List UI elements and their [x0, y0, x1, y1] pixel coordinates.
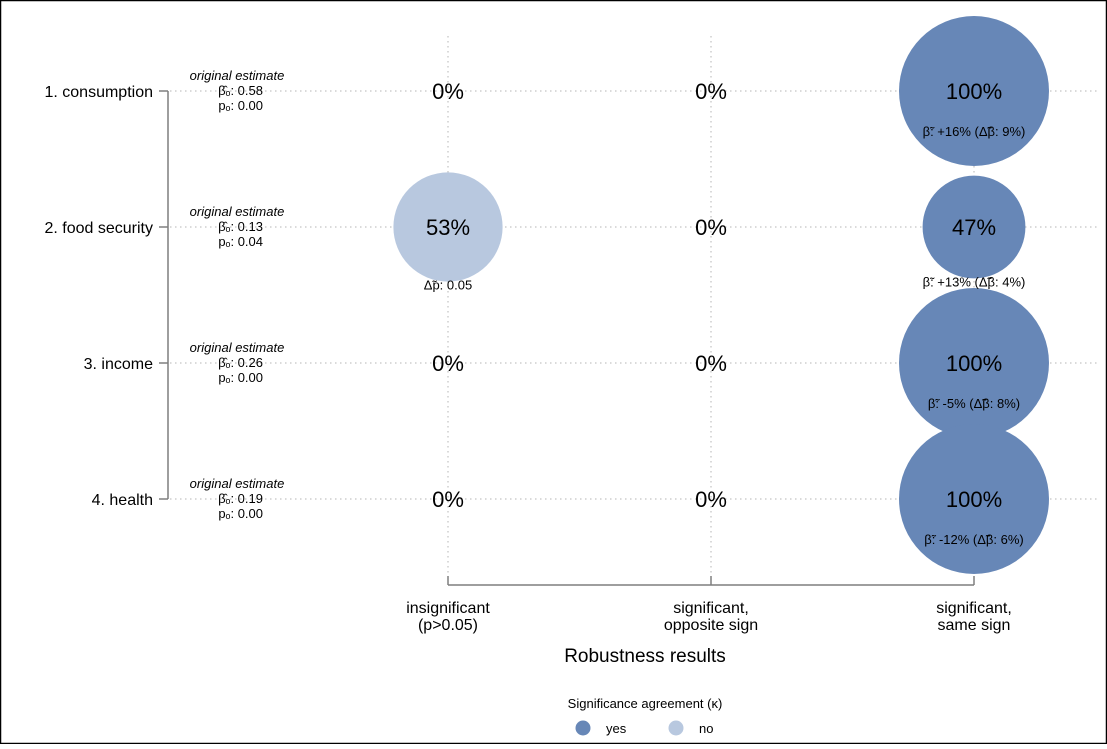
cell-percent-label: 0%: [695, 215, 727, 240]
original-beta: β̂ₒ: 0.13: [218, 219, 263, 234]
cell-sub-label: Δ̃p: 0.05: [424, 278, 472, 293]
original-beta: β̂ₒ: 0.19: [218, 491, 263, 506]
bubble-yes: [899, 16, 1049, 166]
x-tick-label: insignificant: [406, 600, 490, 617]
original-beta: β̂ₒ: 0.58: [218, 83, 263, 98]
original-estimate-title: original estimate: [190, 68, 285, 83]
cell-percent-label: 0%: [695, 351, 727, 376]
cell-sub-label: β̃: +13% (Δ̃β: 4%): [923, 274, 1026, 289]
original-estimate-title: original estimate: [190, 340, 285, 355]
legend-label: no: [699, 721, 713, 736]
cell-sub-label: β̃: -12% (Δ̃β: 6%): [924, 532, 1024, 547]
bubble-yes: [922, 175, 1026, 279]
cell-percent-label: 0%: [432, 79, 464, 104]
legend-label: yes: [606, 721, 627, 736]
cell-sub-label: β̃: +16% (Δ̃β: 9%): [923, 124, 1026, 139]
bubble-no: [393, 172, 503, 282]
original-p: pₒ: 0.00: [218, 98, 263, 113]
legend-swatch-yes: [575, 720, 591, 736]
legend-swatch-no: [668, 720, 684, 736]
cell-percent-label: 100%: [946, 487, 1002, 512]
cell-percent-label: 53%: [426, 215, 470, 240]
cell-percent-label: 100%: [946, 79, 1002, 104]
x-tick-label: (p>0.05): [418, 617, 478, 634]
x-tick-label: significant,: [936, 600, 1012, 617]
cell-percent-label: 47%: [952, 215, 996, 240]
y-tick-label: 2. food security: [45, 220, 154, 237]
original-p: pₒ: 0.00: [218, 506, 263, 521]
original-p: pₒ: 0.00: [218, 370, 263, 385]
cell-percent-label: 0%: [432, 351, 464, 376]
x-tick-label: opposite sign: [664, 617, 758, 634]
original-estimate-title: original estimate: [190, 204, 285, 219]
cell-percent-label: 0%: [695, 487, 727, 512]
cell-percent-label: 0%: [432, 487, 464, 512]
cell-sub-label: β̃: -5% (Δ̃β: 8%): [928, 396, 1020, 411]
x-tick-label: same sign: [938, 617, 1011, 634]
cell-percent-label: 0%: [695, 79, 727, 104]
x-axis-title: Robustness results: [564, 646, 726, 667]
y-tick-label: 1. consumption: [44, 84, 153, 101]
bubble-yes: [899, 288, 1049, 438]
original-estimate-title: original estimate: [190, 476, 285, 491]
cell-percent-label: 100%: [946, 351, 1002, 376]
bubble-yes: [899, 424, 1049, 574]
original-beta: β̂ₒ: 0.26: [218, 355, 263, 370]
y-tick-label: 3. income: [84, 356, 153, 373]
original-p: pₒ: 0.04: [218, 234, 263, 249]
legend-title: Significance agreement (κ): [568, 696, 723, 711]
x-tick-label: significant,: [673, 600, 749, 617]
y-tick-label: 4. health: [92, 492, 153, 509]
